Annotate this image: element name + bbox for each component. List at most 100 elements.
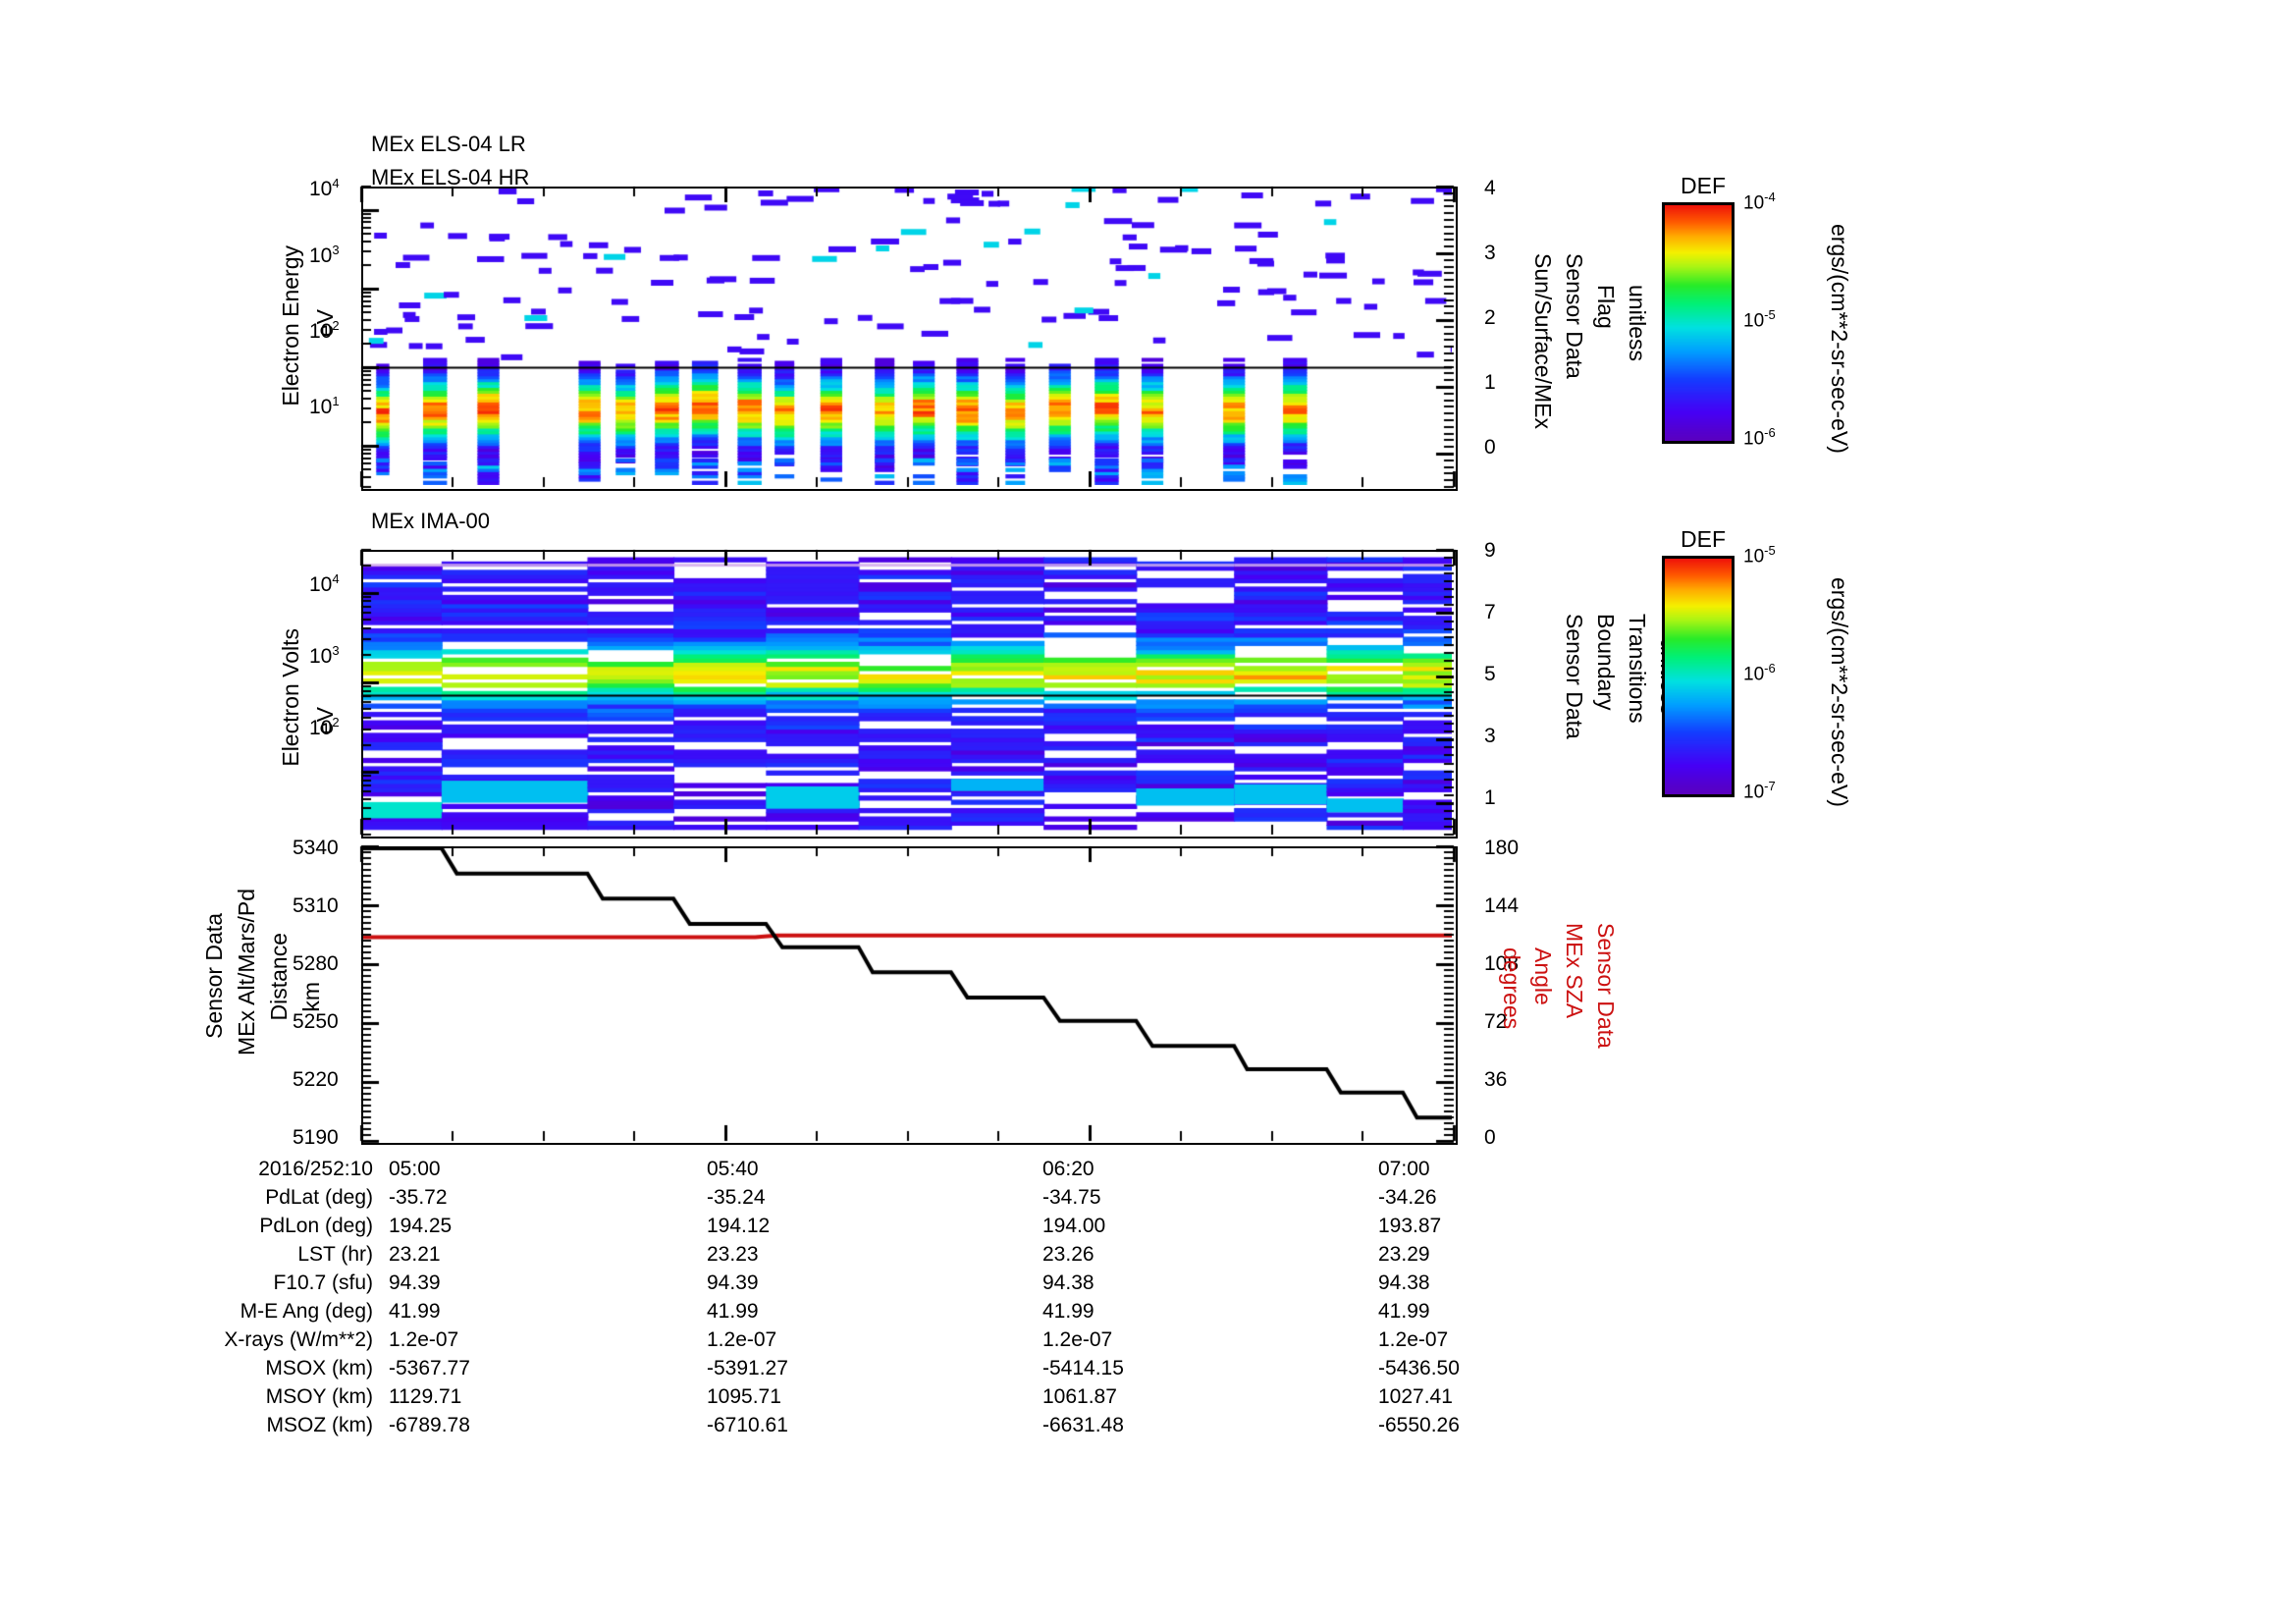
- table-cell: 1061.87: [1042, 1385, 1117, 1408]
- panel3-ytick-3: 5250: [293, 1010, 339, 1033]
- panel3-ylabel-line1: Sensor Data: [201, 913, 227, 1039]
- panel2-rtick-1: 7: [1484, 601, 1496, 623]
- panel2-right-label-line3: Transitions: [1625, 614, 1650, 724]
- table-cell: 41.99: [389, 1300, 441, 1323]
- table-cell: 94.39: [707, 1271, 759, 1294]
- table-cell: 194.00: [1042, 1215, 1106, 1237]
- table-cell: 1027.41: [1378, 1385, 1453, 1408]
- panel1-right-label-line2: Sun/Surface/MEx: [1530, 253, 1556, 429]
- table-row-label: PdLon (deg): [259, 1215, 373, 1237]
- table-cell: 1.2e-07: [707, 1328, 777, 1351]
- panel3-right-label-line1: Sensor Data: [1593, 923, 1619, 1049]
- panel3-rtick-5: 0: [1484, 1126, 1496, 1149]
- table-cell: -6710.61: [707, 1414, 788, 1436]
- table-row-label: X-rays (W/m**2): [224, 1328, 373, 1351]
- table-cell: 06:20: [1042, 1158, 1095, 1180]
- panel3-ytick-5: 5190: [293, 1126, 339, 1149]
- panel3-ylabel-line3-wrap: Distance: [266, 933, 293, 1020]
- table-row: X-rays (W/m**2) 1.2e-07 1.2e-07 1.2e-07 1.2e…: [2, 1326, 1575, 1353]
- panel3-ytick-1: 5310: [293, 894, 339, 917]
- table-cell: -6789.78: [389, 1414, 470, 1436]
- table-cell: 1129.71: [389, 1385, 462, 1408]
- table-row: PdLat (deg) -35.72 -35.24 -34.75 -34.26: [2, 1184, 1575, 1211]
- table-cell: -5436.50: [1378, 1357, 1460, 1380]
- table-cell: 1.2e-07: [1042, 1328, 1113, 1351]
- table-cell: -6631.48: [1042, 1414, 1124, 1436]
- colorbar1-mid-tick: 10-5: [1743, 307, 1776, 332]
- panel3-rtick-2: 108: [1484, 952, 1520, 975]
- table-cell: 193.87: [1378, 1215, 1442, 1237]
- table-cell: 23.21: [389, 1243, 441, 1266]
- panel2-ylabel: Electron Volts: [278, 628, 304, 767]
- table-row-label: M-E Ang (deg): [240, 1300, 373, 1323]
- colorbar2-top-tick: 10-5: [1743, 543, 1776, 568]
- panel3-ytick-4: 5220: [293, 1068, 339, 1091]
- panel2-ytick-mid: 103: [309, 643, 340, 668]
- table-row: M-E Ang (deg) 41.99 41.99 41.99 41.99: [2, 1298, 1575, 1325]
- table-cell: -6550.26: [1378, 1414, 1460, 1436]
- panel1-plot-area[interactable]: [361, 187, 1458, 491]
- panel2-ytick-1: 102: [309, 715, 340, 739]
- colorbar2-units: ergs/(cm**2-sr-sec-eV): [1827, 577, 1852, 807]
- colorbar1: [1662, 202, 1735, 444]
- table-row-label: MSOY (km): [265, 1385, 373, 1408]
- table-row-label: LST (hr): [297, 1243, 373, 1266]
- panel3-plot-area[interactable]: [361, 846, 1458, 1145]
- colorbar2: [1662, 556, 1735, 797]
- table-row-label: MSOX (km): [265, 1357, 373, 1380]
- panel3-ylabel-line3: Distance: [266, 933, 292, 1021]
- table-cell: 94.38: [1042, 1271, 1095, 1294]
- table-cell: 05:40: [707, 1158, 759, 1180]
- panel2-ytick-0: 104: [309, 571, 340, 596]
- colorbar1-top-tick: 10-4: [1743, 189, 1776, 214]
- table-row-label: MSOZ (km): [266, 1414, 373, 1436]
- panel1-ytick-2: 102: [309, 318, 340, 343]
- table-row: 2016/252:10 05:00 05:40 06:20 07:00: [2, 1156, 1575, 1182]
- table-cell: 41.99: [707, 1300, 759, 1323]
- table-cell: 94.39: [389, 1271, 441, 1294]
- table-cell: 05:00: [389, 1158, 441, 1180]
- panel1-ytick-1: 103: [309, 243, 340, 267]
- panel3-rtick-4: 36: [1484, 1068, 1508, 1091]
- panel2-title: MEx IMA-00: [371, 509, 491, 533]
- table-cell: 1.2e-07: [389, 1328, 459, 1351]
- colorbar2-bottom-tick: 10-7: [1743, 779, 1776, 803]
- panel2-rtick-0: 9: [1484, 539, 1496, 562]
- table-cell: 1095.71: [707, 1385, 781, 1408]
- table-row: MSOY (km) 1129.71 1095.71 1061.87 1027.41: [2, 1383, 1575, 1410]
- panel3-right-label-line2: MEx SZA: [1562, 923, 1587, 1019]
- panel1-rtick-0: 4: [1484, 177, 1496, 199]
- panel2-right-label-line1: Sensor Data: [1562, 614, 1587, 739]
- table-cell: -34.75: [1042, 1186, 1101, 1209]
- panel2-plot-area[interactable]: [361, 550, 1458, 839]
- panel3-ylabel-line2: MEx Alt/Mars/Pd: [234, 889, 259, 1055]
- panel3-ylabel-line4-wrap: km: [298, 982, 325, 1012]
- table-row: LST (hr) 23.21 23.23 23.26 23.29: [2, 1241, 1575, 1268]
- panel1-right-label-line1: Sensor Data: [1562, 253, 1587, 379]
- panel3-ylabel-line2-wrap: MEx Alt/Mars/Pd: [234, 889, 260, 1055]
- table-cell: 194.25: [389, 1215, 453, 1237]
- table-cell: 23.26: [1042, 1243, 1095, 1266]
- ephemeris-table: 2016/252:10 05:00 05:40 06:20 07:00 PdLat (de…: [0, 1154, 1576, 1440]
- panel1-title-lr: MEx ELS-04 LR: [371, 132, 526, 156]
- panel1-ytick-3: 101: [309, 394, 340, 418]
- colorbar1-bottom-tick: 10-6: [1743, 425, 1776, 450]
- colorbar1-name: DEF: [1681, 173, 1726, 198]
- panel2-rtick-4: 1: [1484, 786, 1496, 809]
- table-cell: 07:00: [1378, 1158, 1430, 1180]
- table-cell: -5367.77: [389, 1357, 470, 1380]
- table-row-label: PdLat (deg): [265, 1186, 373, 1209]
- panel1-right-label-line4: unitless: [1625, 285, 1650, 361]
- panel3-rtick-0: 180: [1484, 837, 1520, 859]
- table-cell: -35.72: [389, 1186, 448, 1209]
- panel1-right-label-line3: Flag: [1593, 285, 1619, 329]
- table-cell: 194.12: [707, 1215, 771, 1237]
- table-cell: 94.38: [1378, 1271, 1430, 1294]
- table-row: MSOX (km) -5367.77 -5391.27 -5414.15 -5436.5…: [2, 1355, 1575, 1381]
- panel1-ylabel-line1: Electron Energy: [278, 245, 303, 406]
- panel3-ytick-0: 5340: [293, 837, 339, 859]
- panel2-ylabel-line1: Electron Volts: [278, 628, 303, 767]
- panel1-rtick-4: 0: [1484, 436, 1496, 459]
- table-row-label: 2016/252:10: [258, 1158, 373, 1180]
- table-row-label: F10.7 (sfu): [273, 1271, 373, 1294]
